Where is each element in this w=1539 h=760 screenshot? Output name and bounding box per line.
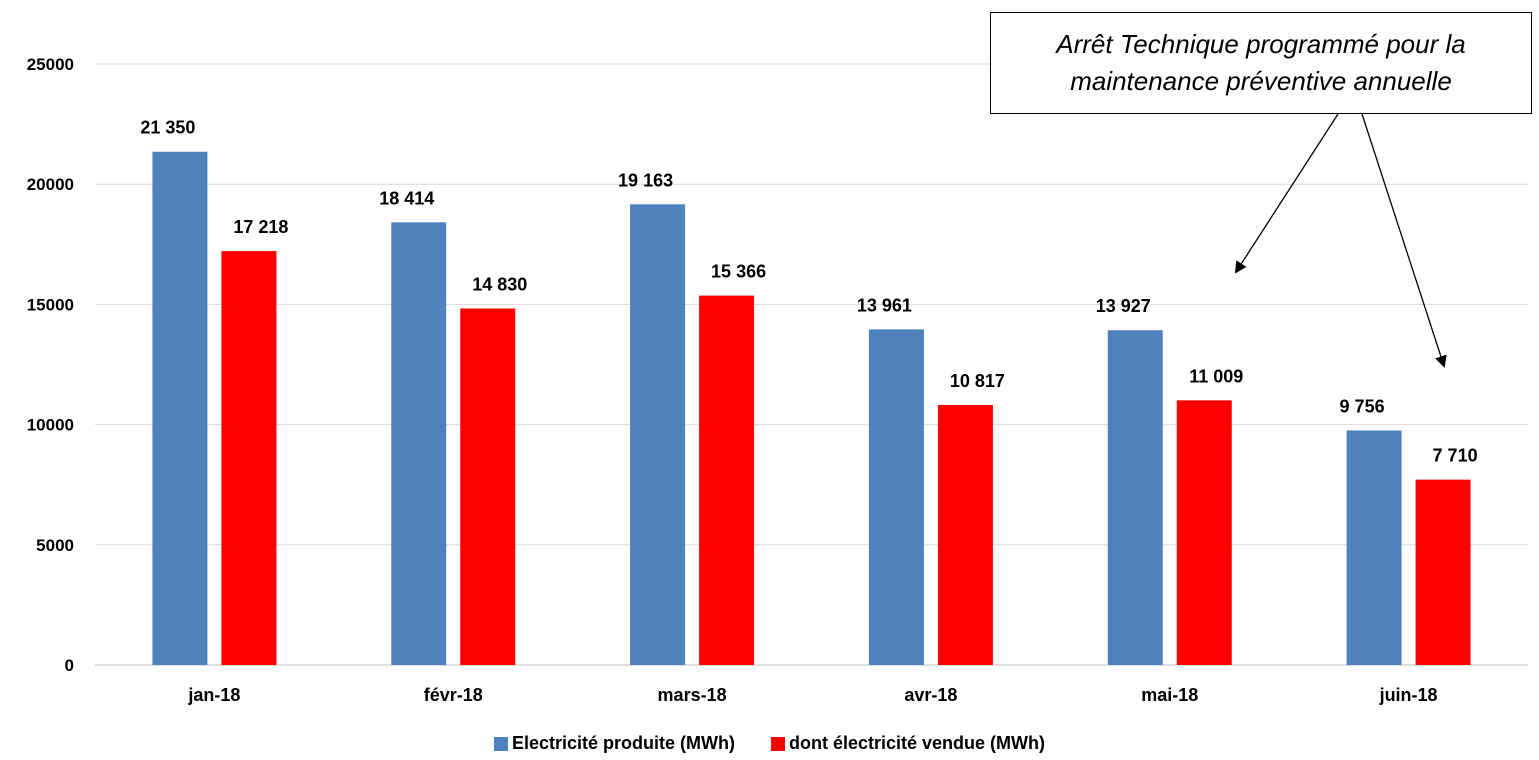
legend-swatch-sold — [770, 736, 785, 751]
legend-item-produced: Electricité produite (MWh) — [493, 733, 735, 754]
bar-sold-mai-18 — [1176, 400, 1232, 665]
bar-produced-mars-18 — [630, 204, 686, 666]
data-label: 13 927 — [1096, 296, 1151, 316]
data-label: 15 366 — [711, 262, 766, 282]
x-tick-label: juin-18 — [1379, 685, 1438, 705]
x-tick-label: jan-18 — [187, 685, 240, 705]
bar-produced-mai-18 — [1107, 330, 1163, 665]
legend-label-produced: Electricité produite (MWh) — [511, 733, 735, 753]
legend-item-sold: dont électricité vendue (MWh) — [770, 733, 1046, 754]
annotation-arrow-mai — [1234, 113, 1339, 274]
annotation-line-2: maintenance préventive annuelle — [1070, 66, 1452, 96]
bar-produced-févr-18 — [391, 222, 447, 665]
y-tick-label: 15000 — [27, 295, 74, 314]
data-label: 9 756 — [1340, 396, 1385, 416]
data-label: 11 009 — [1189, 366, 1243, 386]
data-label: 14 830 — [472, 274, 527, 294]
annotation-line-1: Arrêt Technique programmé pour la — [1056, 29, 1466, 59]
data-label: 13 961 — [857, 295, 912, 315]
data-label: 21 350 — [140, 118, 195, 138]
bar-sold-mars-18 — [699, 295, 755, 665]
x-tick-label: avr-18 — [904, 685, 957, 705]
legend-swatch-produced — [493, 736, 508, 751]
bar-produced-juin-18 — [1346, 430, 1402, 665]
bar-produced-avr-18 — [868, 329, 924, 665]
legend-label-sold: dont électricité vendue (MWh) — [788, 733, 1046, 753]
data-label: 7 710 — [1433, 446, 1478, 466]
bar-sold-avr-18 — [937, 404, 993, 665]
y-tick-label: 25000 — [27, 55, 74, 74]
annotation-arrow-juin — [1361, 113, 1447, 368]
y-tick-label: 20000 — [27, 175, 74, 194]
data-label: 17 218 — [233, 217, 288, 237]
x-tick-label: mars-18 — [658, 685, 727, 705]
y-tick-label: 10000 — [27, 416, 74, 435]
x-tick-label: févr-18 — [424, 685, 483, 705]
legend: Electricité produite (MWh) dont électric… — [0, 733, 1539, 754]
bar-sold-févr-18 — [460, 308, 516, 665]
bar-sold-juin-18 — [1415, 479, 1471, 665]
data-label: 18 414 — [379, 188, 434, 208]
x-tick-label: mai-18 — [1141, 685, 1198, 705]
data-label: 19 163 — [618, 170, 673, 190]
bar-produced-jan-18 — [152, 151, 208, 666]
bar-sold-jan-18 — [221, 251, 277, 665]
data-label: 10 817 — [950, 371, 1005, 391]
y-tick-label: 5000 — [36, 536, 74, 555]
y-tick-label: 0 — [65, 656, 74, 675]
annotation-box: Arrêt Technique programmé pour la mainte… — [990, 12, 1532, 114]
